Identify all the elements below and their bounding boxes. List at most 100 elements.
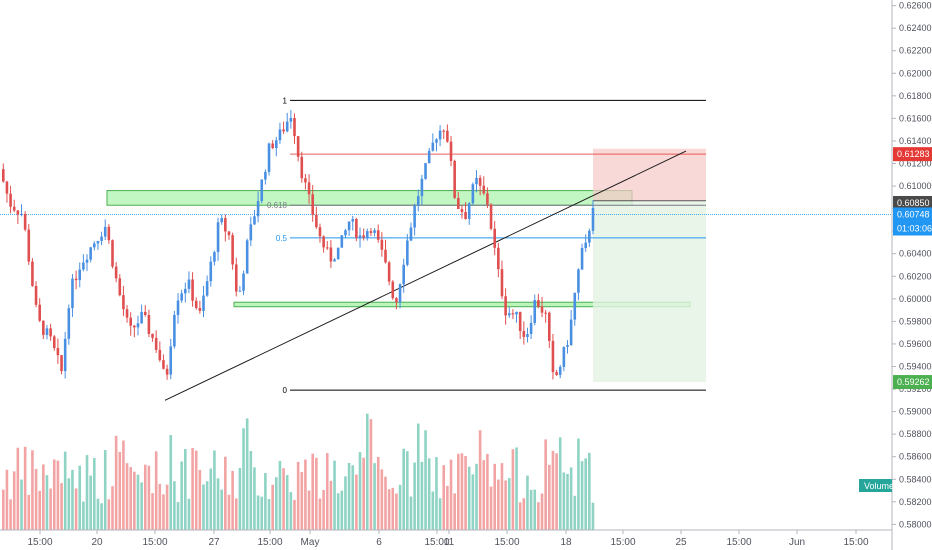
volume-bar (376, 456, 380, 530)
volume-bar (489, 486, 493, 530)
volume-bar (147, 465, 151, 530)
volume-bar (107, 499, 111, 530)
fib-level-label: 0.618 (267, 201, 288, 210)
candle-body (180, 293, 183, 301)
y-tick-label: 0.60200 (899, 271, 932, 281)
volume-bar (562, 472, 566, 530)
candle-body (245, 240, 249, 274)
candle-body (12, 206, 16, 211)
take-profit-zone (593, 200, 706, 383)
volume-bar (52, 459, 56, 530)
candle-body (42, 320, 45, 335)
price-badge (893, 221, 932, 236)
volume-bar (355, 474, 358, 530)
candle-body (355, 219, 358, 238)
volume-bar (89, 475, 92, 530)
volume-bar (67, 478, 71, 530)
candle-body (271, 143, 274, 148)
volume-bar (464, 456, 467, 530)
candle-body (442, 130, 446, 132)
y-tick-label: 0.61400 (899, 136, 932, 146)
candle-body (453, 160, 456, 198)
volume-bar (537, 502, 540, 530)
volume-bar (93, 458, 96, 530)
candle-body (493, 228, 496, 248)
candle-body (497, 247, 500, 270)
volume-bar (347, 462, 351, 530)
volume-bar (486, 453, 489, 530)
candle-body (511, 313, 515, 315)
volume-bar (558, 437, 562, 530)
volume-bar (154, 451, 158, 530)
volume-bar (27, 494, 31, 530)
volume-bar (420, 461, 424, 530)
volume-bar (209, 468, 213, 530)
candle-body (537, 300, 540, 307)
candle-body (282, 129, 285, 132)
volume-bar (344, 476, 347, 530)
candle-body (176, 300, 180, 316)
candle-body (202, 295, 205, 311)
candle-body (114, 266, 118, 279)
price-badge-text: 01:03:06 (897, 223, 932, 233)
volume-bar (373, 463, 376, 530)
volume-bar (184, 449, 187, 530)
candle-body (580, 247, 584, 270)
candle-body (158, 349, 162, 361)
volume-bar (96, 498, 100, 530)
candle-body (249, 224, 253, 241)
volume-bar (224, 456, 227, 530)
volume-bar (180, 461, 183, 530)
volume-bar (289, 492, 293, 530)
candle-body (16, 210, 20, 215)
candle-body (100, 236, 103, 241)
volume-bar (125, 463, 129, 530)
candle-body (67, 308, 71, 339)
volume-bar (402, 448, 405, 530)
volume-bar (416, 423, 420, 530)
volume-bar (391, 487, 395, 530)
volume-bar (220, 489, 223, 530)
candle-body (504, 296, 507, 316)
candle-body (376, 230, 380, 240)
volume-bar (529, 489, 533, 530)
candle-body (293, 117, 296, 137)
volume-bars (2, 413, 595, 530)
candle-body (264, 171, 267, 180)
volume-bar (158, 483, 162, 530)
candle-body (416, 196, 420, 206)
candle-body (424, 163, 427, 179)
volume-bar (111, 486, 114, 530)
volume-bar (238, 467, 242, 530)
volume-bar (311, 453, 314, 530)
volume-bar (329, 480, 333, 530)
candle-body (20, 214, 23, 216)
volume-bar (275, 477, 278, 530)
volume-bar (307, 490, 311, 530)
candle-body (27, 229, 31, 262)
candle-body (184, 288, 187, 294)
candle-body (140, 311, 143, 324)
candle-body (125, 309, 129, 318)
volume-bar (518, 502, 522, 530)
volume-bar (194, 450, 198, 530)
volume-bar (49, 488, 52, 530)
y-tick-label: 0.59800 (899, 316, 932, 326)
candle-body (311, 194, 314, 215)
volume-bar (325, 453, 329, 530)
volume-bar (198, 469, 202, 530)
volume-bar (453, 493, 456, 530)
candle-body (329, 247, 333, 262)
volume-bar (427, 458, 431, 530)
candle-body (267, 143, 271, 172)
volume-label-badge (859, 479, 892, 492)
volume-bar (293, 499, 296, 530)
candle-body (529, 322, 533, 335)
x-tick-label: 15:00 (142, 537, 167, 548)
volume-bar (526, 475, 529, 530)
x-tick-label: 15:00 (843, 537, 868, 548)
price-badge (893, 147, 932, 162)
fib-level-label: 1 (283, 96, 288, 105)
volume-bar (34, 468, 38, 530)
